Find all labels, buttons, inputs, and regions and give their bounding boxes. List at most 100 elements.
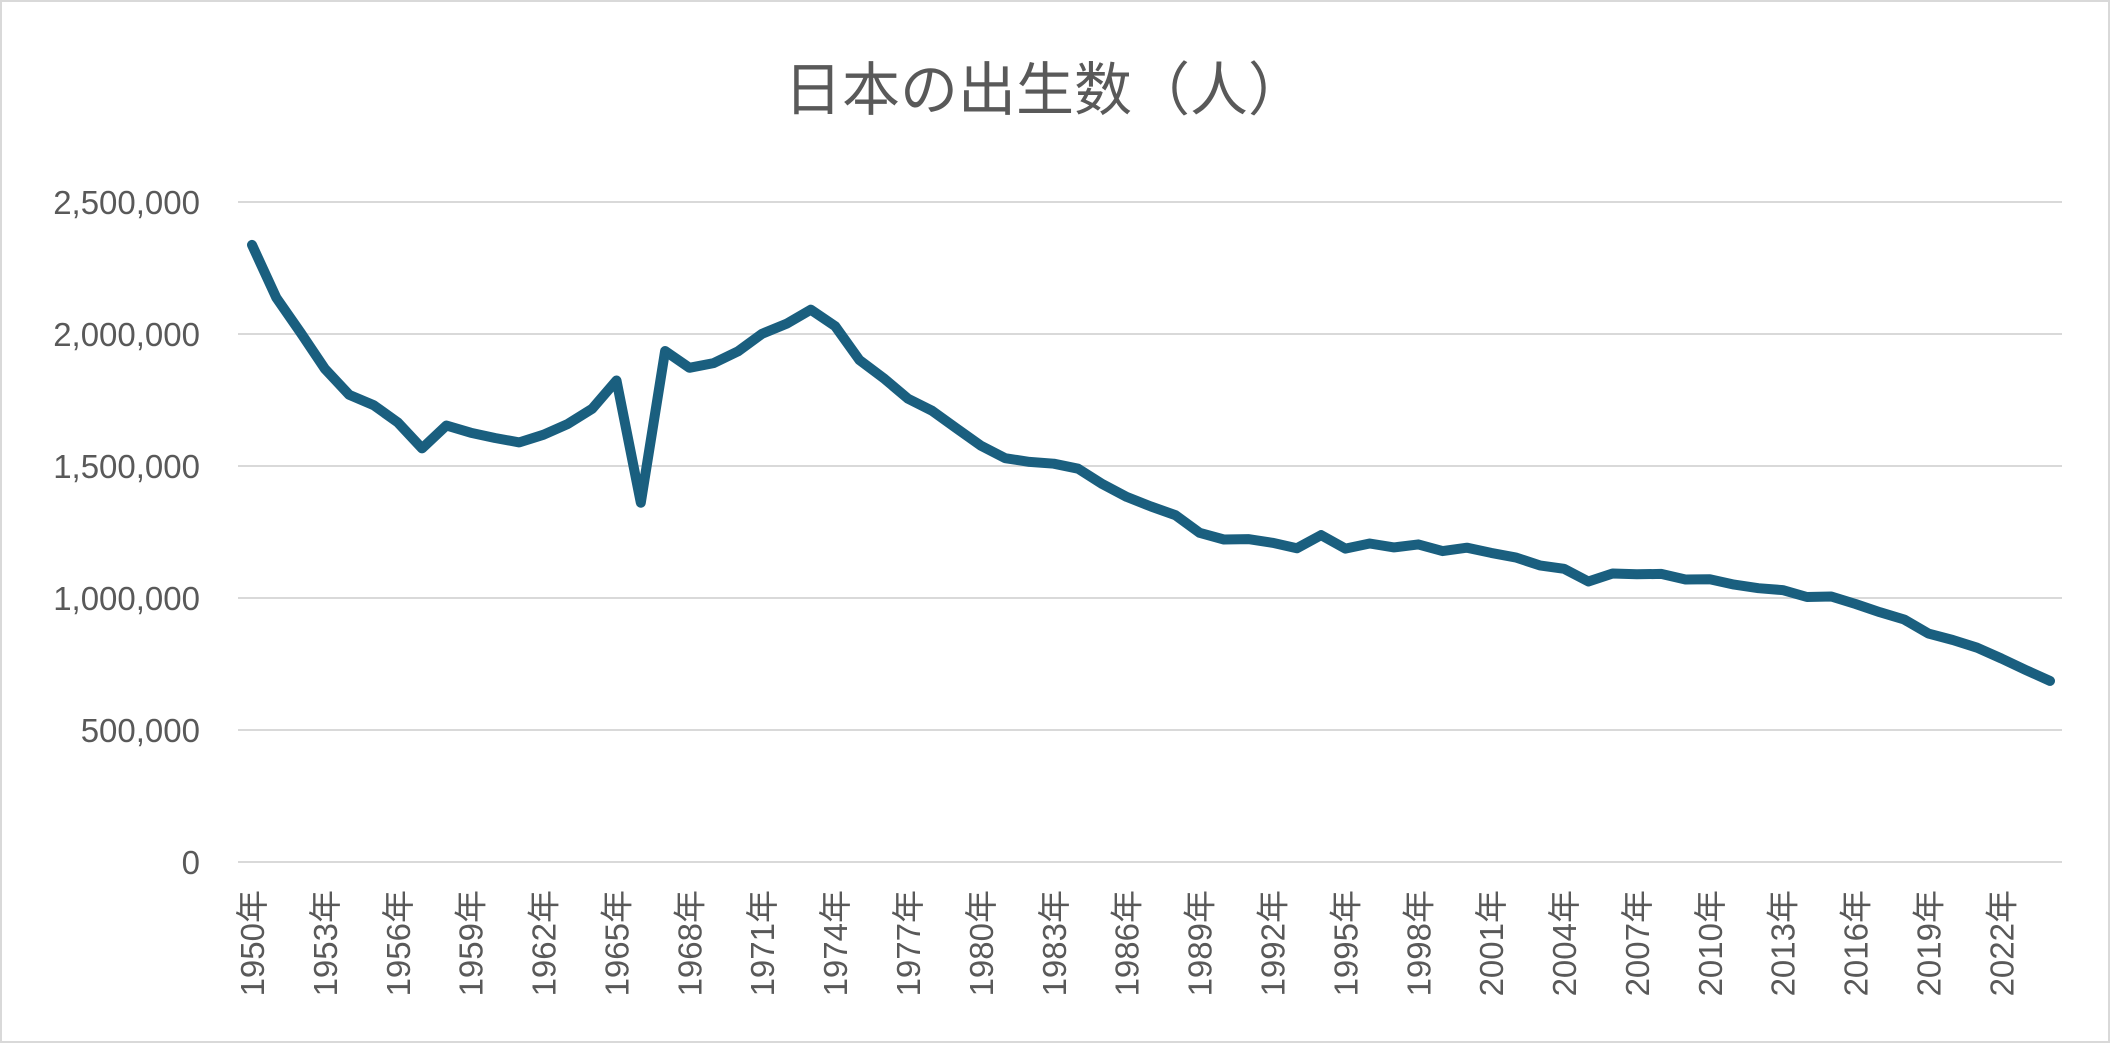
x-tick-label: 1962年	[526, 890, 563, 996]
x-tick-label: 2010年	[1692, 890, 1729, 996]
data-point	[418, 444, 427, 453]
data-point	[1705, 575, 1714, 584]
data-point	[1851, 600, 1860, 609]
y-tick-label: 0	[182, 844, 200, 881]
data-point	[758, 329, 767, 338]
data-point	[1074, 464, 1083, 473]
data-point	[685, 363, 694, 372]
data-point	[1681, 575, 1690, 584]
data-point	[296, 328, 305, 337]
data-point	[1195, 528, 1204, 537]
y-tick-label: 2,500,000	[53, 184, 200, 221]
data-point	[1754, 584, 1763, 593]
x-tick-label: 1959年	[453, 890, 490, 996]
data-point	[1098, 480, 1107, 489]
data-point	[1414, 540, 1423, 549]
data-point	[1171, 511, 1180, 520]
data-point	[636, 498, 645, 507]
data-point	[1292, 544, 1301, 553]
x-tick-label: 1983年	[1036, 890, 1073, 996]
data-point	[563, 419, 572, 428]
gridlines	[238, 201, 2062, 863]
data-point	[952, 424, 961, 433]
data-point	[1365, 539, 1374, 548]
y-tick-label: 1,500,000	[53, 448, 200, 485]
data-point	[928, 406, 937, 415]
data-point	[709, 359, 718, 368]
data-point	[1948, 636, 1957, 645]
x-tick-label: 1950年	[234, 890, 271, 996]
data-point	[1389, 543, 1398, 552]
data-point	[1803, 593, 1812, 602]
x-tick-label: 1980年	[963, 890, 1000, 996]
x-tick-label: 1953年	[307, 890, 344, 996]
data-point	[272, 293, 281, 302]
data-point	[2021, 665, 2030, 674]
data-point	[1487, 548, 1496, 557]
data-point	[879, 374, 888, 383]
data-point	[1778, 586, 1787, 595]
data-point	[1584, 577, 1593, 586]
data-point	[831, 322, 840, 331]
x-tick-label: 2007年	[1619, 890, 1656, 996]
x-tick-label: 2013年	[1765, 890, 1802, 996]
data-point	[1657, 569, 1666, 578]
data-point	[1268, 538, 1277, 547]
x-tick-label: 1995年	[1327, 890, 1364, 996]
data-point	[1924, 629, 1933, 638]
data-point	[782, 319, 791, 328]
data-point	[976, 441, 985, 450]
series-points	[248, 240, 2054, 685]
data-point	[2046, 676, 2054, 685]
data-point	[1462, 543, 1471, 552]
data-point	[1511, 553, 1520, 562]
data-point	[1122, 492, 1131, 501]
data-point	[248, 240, 256, 249]
x-axis-tick-labels: 1950年 1953年 1956年 1959年 1962年 1965年 1968年 1971年…	[234, 890, 2020, 996]
data-point	[588, 404, 597, 413]
x-tick-label: 1986年	[1109, 890, 1146, 996]
data-point	[1025, 457, 1034, 466]
data-point	[345, 390, 354, 399]
data-point	[1341, 544, 1350, 553]
data-point	[466, 428, 475, 437]
y-tick-label: 1,000,000	[53, 580, 200, 617]
data-point	[1317, 531, 1326, 540]
x-tick-label: 1968年	[671, 890, 708, 996]
data-point	[442, 421, 451, 430]
y-tick-label: 500,000	[81, 712, 200, 749]
data-point	[1997, 654, 2006, 663]
data-point	[1560, 564, 1569, 573]
x-tick-label: 2001年	[1473, 890, 1510, 996]
data-point	[855, 356, 864, 365]
data-point	[612, 376, 621, 385]
data-point	[1875, 608, 1884, 617]
data-point	[1608, 569, 1617, 578]
data-point	[1244, 535, 1253, 544]
x-tick-label: 2022年	[1983, 890, 2020, 996]
data-point	[1438, 547, 1447, 556]
data-point	[1147, 502, 1155, 511]
x-tick-label: 1998年	[1400, 890, 1437, 996]
data-point	[904, 394, 913, 403]
x-tick-label: 2019年	[1911, 890, 1948, 996]
data-point	[515, 438, 524, 447]
data-point	[1632, 570, 1641, 579]
data-point	[393, 418, 402, 427]
data-point	[1001, 454, 1010, 463]
data-point	[1900, 615, 1909, 624]
x-tick-label: 1989年	[1182, 890, 1219, 996]
x-tick-label: 1992年	[1254, 890, 1291, 996]
data-point	[661, 346, 670, 355]
chart-title: 日本の出生数（人）	[784, 56, 1306, 124]
y-tick-label: 2,000,000	[53, 316, 200, 353]
x-tick-label: 1977年	[890, 890, 927, 996]
data-point	[369, 401, 378, 410]
x-tick-label: 1965年	[598, 890, 635, 996]
series-layer	[247, 239, 2055, 686]
data-point	[1973, 643, 1982, 652]
series-line	[247, 239, 2055, 686]
data-point	[1219, 535, 1228, 544]
